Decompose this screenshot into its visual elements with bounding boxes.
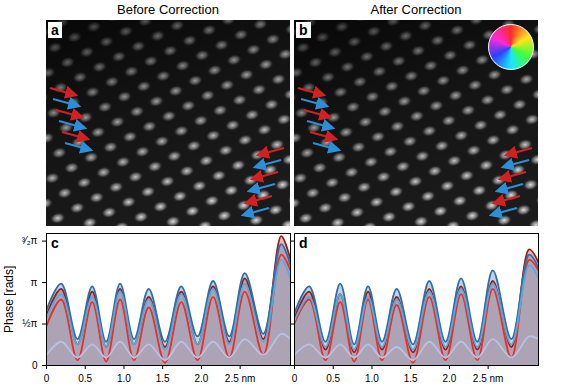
- svg-text:½π: ½π: [22, 318, 37, 329]
- html-text:b: b: [299, 22, 308, 38]
- svg-text:0: 0: [44, 373, 50, 384]
- svg-text:³⁄₂π: ³⁄₂π: [22, 235, 38, 246]
- svg-text:π: π: [31, 277, 38, 288]
- html-text:Before Correction: Before Correction: [117, 2, 219, 17]
- html-text:a: a: [51, 22, 59, 38]
- html-text:After Correction: After Correction: [370, 2, 462, 17]
- svg-text:0.5: 0.5: [78, 373, 92, 384]
- svg-text:0: 0: [292, 373, 298, 384]
- svg-text:1.5: 1.5: [156, 373, 170, 384]
- svg-text:1.0: 1.0: [365, 373, 379, 384]
- svg-text:1.0: 1.0: [117, 373, 131, 384]
- svg-text:2.5 nm: 2.5 nm: [225, 373, 256, 384]
- html-text:Phase [rads]: Phase [rads]: [1, 265, 16, 333]
- html-text:d: d: [299, 235, 308, 251]
- svg-text:0: 0: [32, 360, 38, 371]
- html-text:c: c: [51, 235, 59, 251]
- svg-text:2.5 nm: 2.5 nm: [473, 373, 504, 384]
- svg-text:2.0: 2.0: [442, 373, 456, 384]
- svg-text:1.5: 1.5: [404, 373, 418, 384]
- svg-text:0.5: 0.5: [326, 373, 340, 384]
- svg-text:2.0: 2.0: [194, 373, 208, 384]
